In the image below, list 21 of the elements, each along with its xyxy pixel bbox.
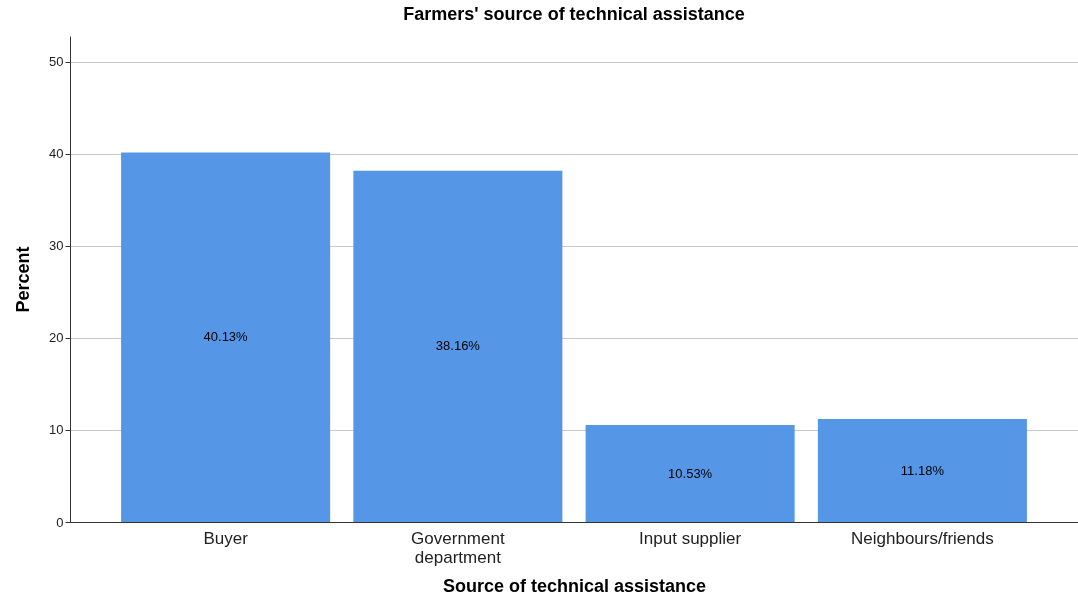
bar — [121, 152, 331, 522]
y-tick-label: 40 — [49, 146, 64, 162]
x-tick-label: Buyer — [203, 528, 249, 548]
data-label: 38.16% — [435, 338, 481, 354]
bar — [353, 170, 563, 522]
chart-title: Farmers' source of technical assistance — [403, 4, 745, 24]
x-tick-label: Input supplier — [639, 528, 742, 548]
bar — [585, 425, 795, 522]
data-label: 10.53% — [668, 465, 713, 481]
y-tick-label: 0 — [56, 514, 64, 530]
bar — [817, 419, 1027, 522]
x-tick-label: Government department — [411, 528, 505, 567]
data-label: 11.18% — [900, 462, 945, 478]
y-axis-title: Percent — [13, 246, 34, 313]
x-tick-label: Neighbours/friends — [851, 528, 994, 548]
y-tick-label: 10 — [49, 422, 64, 438]
y-tick-label: 20 — [49, 330, 64, 346]
y-tick-label: 30 — [49, 238, 64, 254]
y-tick-label: 50 — [49, 54, 64, 70]
x-axis-title: Source of technical assistance — [442, 575, 707, 596]
data-label: 40.13% — [203, 329, 249, 345]
